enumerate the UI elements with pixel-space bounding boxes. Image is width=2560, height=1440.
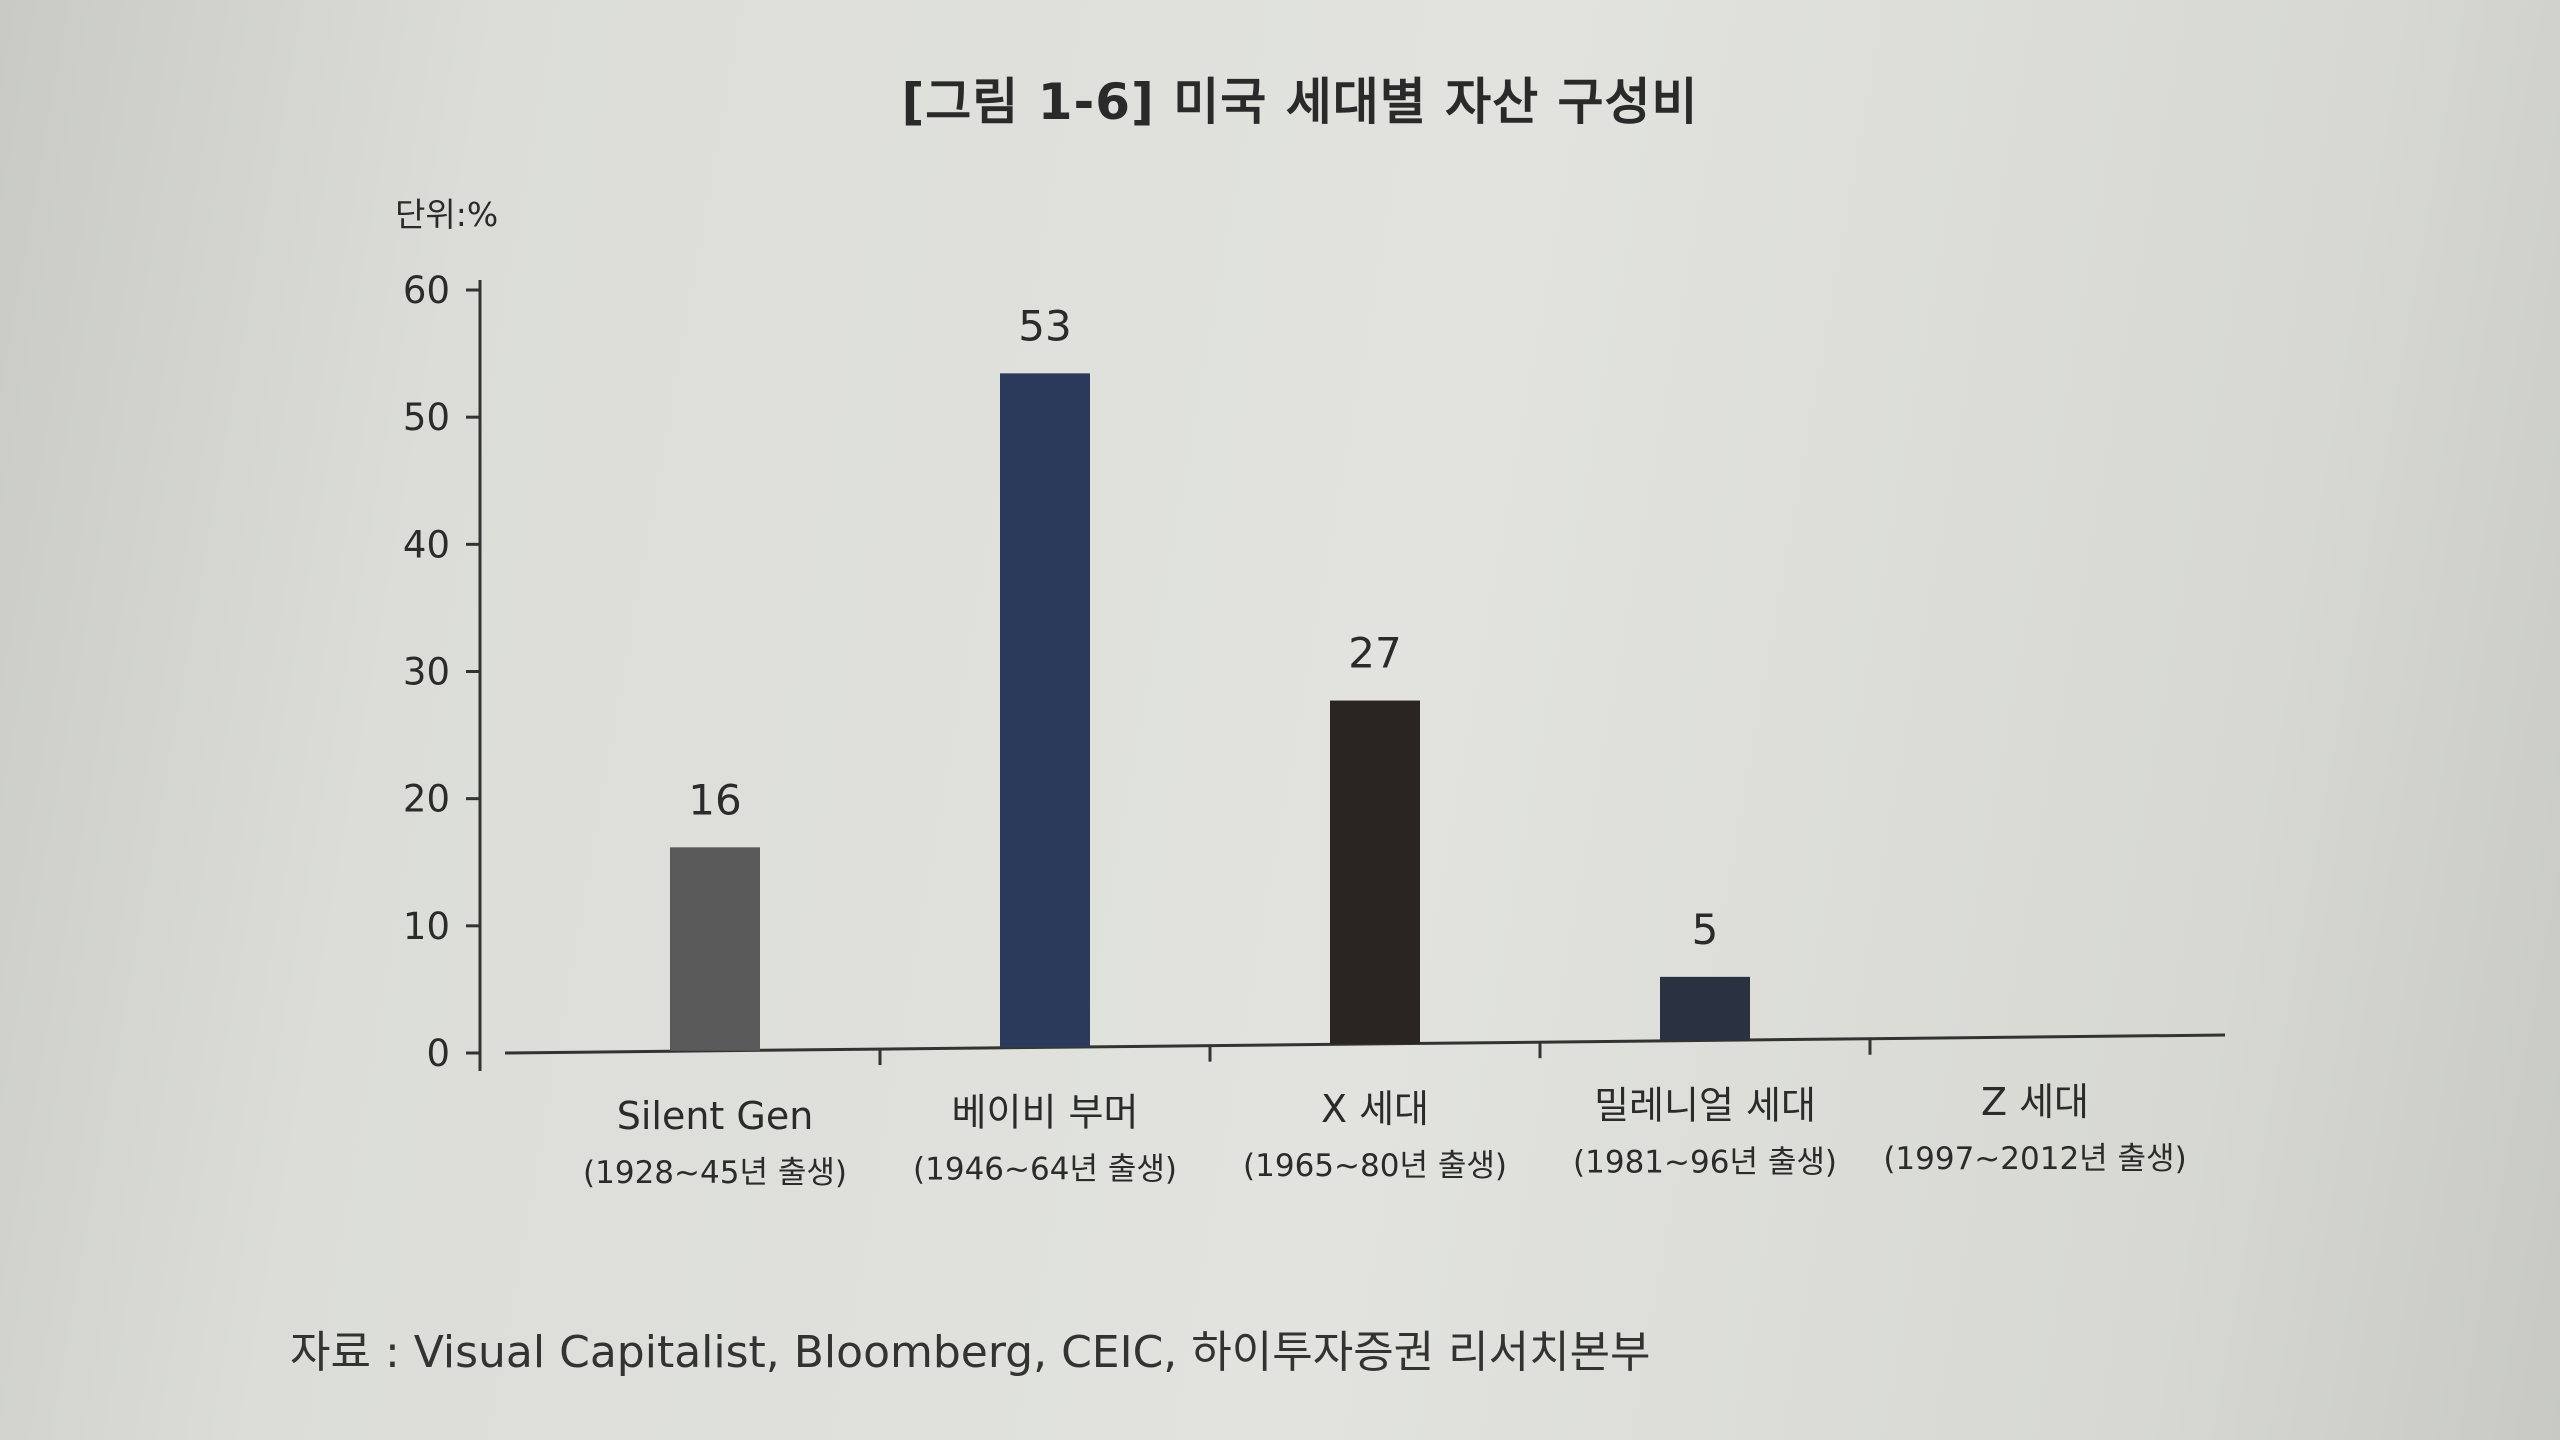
y-tick-label: 10 [403,905,450,948]
y-tick-label: 60 [403,269,450,312]
bar [1660,976,1750,1041]
unit-label: 단위:% [395,195,499,234]
y-tick-label: 40 [403,523,450,566]
category-label: X 세대 [1321,1087,1429,1131]
y-tick-label: 0 [426,1032,450,1075]
category-sublabel: (1997~2012년 출생) [1883,1141,2186,1177]
bar-value-label: 53 [1018,301,1071,350]
chart-title: [그림 1-6] 미국 세대별 자산 구성비 [901,73,1699,131]
category-label: Silent Gen [617,1094,814,1138]
x-axis-line [504,1033,2226,1055]
category-label: Z 세대 [1981,1080,2089,1124]
y-tick-label: 20 [403,778,450,821]
source-note: 자료 : Visual Capitalist, Bloomberg, CEIC,… [290,1327,1651,1378]
category-sublabel: (1928~45년 출생) [583,1155,847,1191]
category-sublabel: (1946~64년 출생) [913,1151,1177,1187]
category-label: 베이비 부머 [952,1090,1139,1134]
bar-value-label: 5 [1692,905,1719,954]
bar [1000,373,1090,1048]
bar-value-label: 16 [688,775,741,824]
y-tick-label: 50 [403,396,450,439]
category-sublabel: (1981~96년 출생) [1573,1144,1837,1180]
bar-value-label: 27 [1348,629,1401,678]
bar [670,847,760,1051]
category-label: 밀레니얼 세대 [1594,1083,1816,1127]
y-tick-label: 30 [403,651,450,694]
bar [1330,700,1420,1044]
category-sublabel: (1965~80년 출생) [1243,1148,1507,1184]
